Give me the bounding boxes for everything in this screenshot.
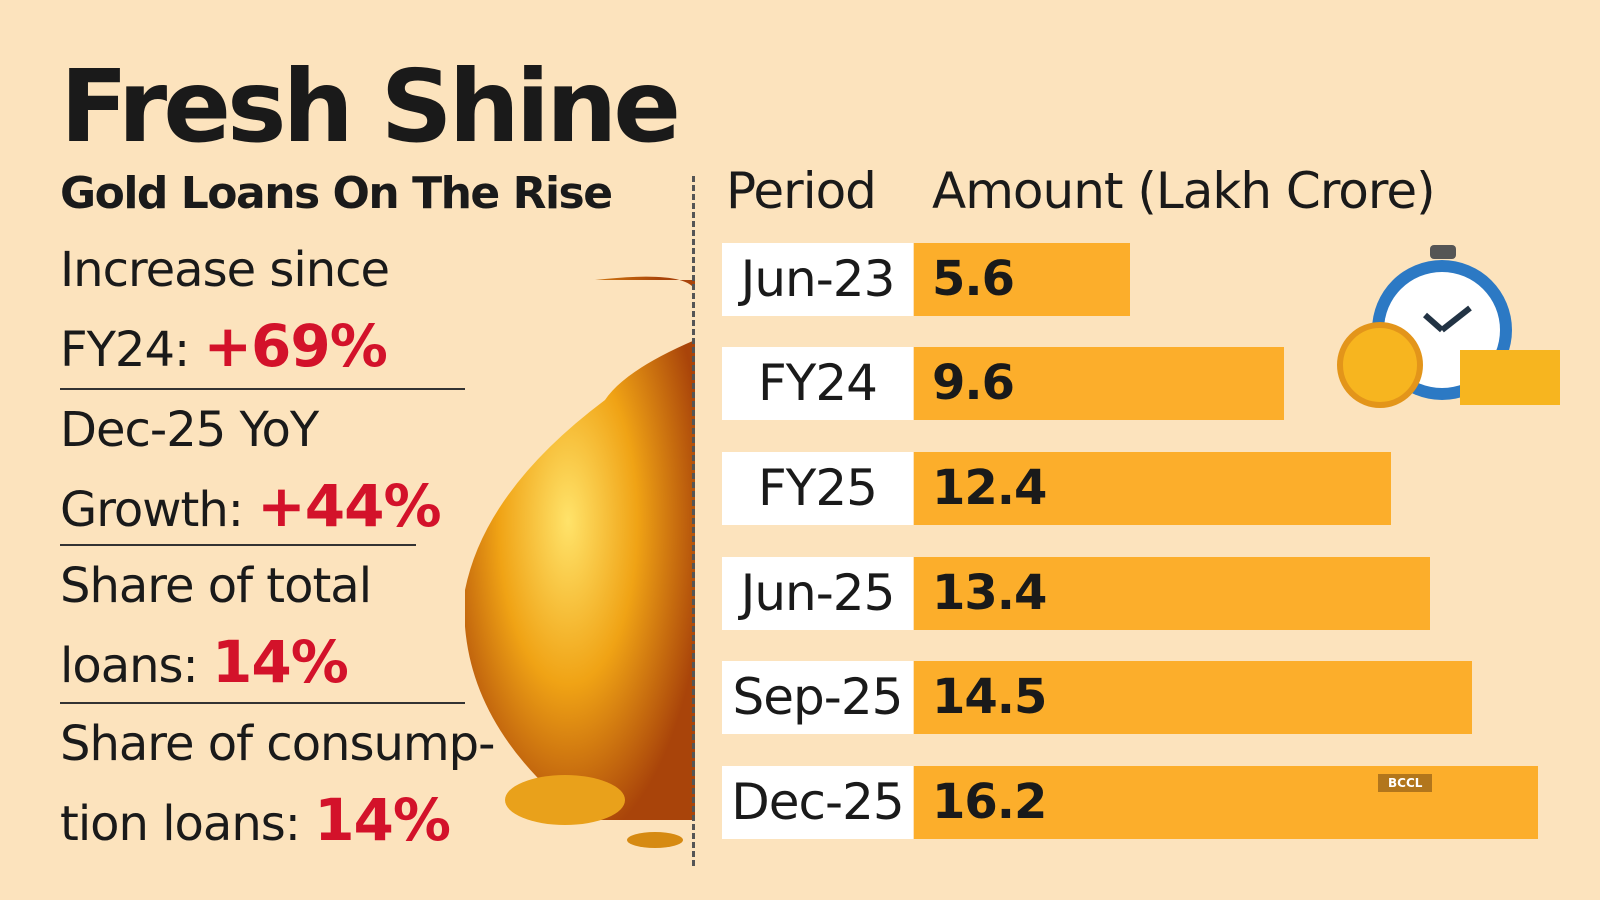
bar-Jun-23 xyxy=(914,243,1130,316)
category-label: Dec-25 xyxy=(722,766,913,839)
category-label: FY25 xyxy=(722,452,913,525)
subtitle: Gold Loans On The Rise xyxy=(60,168,613,219)
data-label: 12.4 xyxy=(932,460,1047,516)
divider xyxy=(60,702,465,704)
stopwatch-coins-icon xyxy=(1337,245,1560,408)
stat-label: Increase since xyxy=(60,242,390,298)
data-label: 9.6 xyxy=(932,355,1015,411)
category-label: FY24 xyxy=(722,347,913,420)
stat-label: Share of consump- xyxy=(60,716,495,772)
data-label: 16.2 xyxy=(932,774,1047,830)
dashed-divider xyxy=(692,176,696,866)
stat-value: 14% xyxy=(211,628,349,696)
stat-label: loans: xyxy=(60,638,212,694)
credit-badge: BCCL xyxy=(1378,774,1433,792)
category-label: Jun-25 xyxy=(722,557,913,630)
stat-share-consumption: Share of consump-tion loans: 14% xyxy=(60,706,495,862)
stat-share-total: Share of total loans: 14% xyxy=(60,548,372,704)
stat-label: Dec-25 YoY xyxy=(60,402,319,458)
stat-increase: Increase since FY24: +69% xyxy=(60,232,390,388)
bar-Dec-25 xyxy=(914,766,1538,839)
category-label: Sep-25 xyxy=(722,661,913,734)
stat-label: Growth: xyxy=(60,482,258,538)
divider xyxy=(60,388,465,390)
category-label: Jun-23 xyxy=(722,243,913,316)
gold-pot-illustration xyxy=(465,276,695,848)
stat-label: FY24: xyxy=(60,322,204,378)
data-label: 5.6 xyxy=(932,251,1015,307)
stat-value: 14% xyxy=(314,786,451,854)
stat-value: +69% xyxy=(203,312,387,380)
stat-yoy: Dec-25 YoY Growth: +44% xyxy=(60,392,442,548)
header-period: Period xyxy=(726,162,877,220)
stat-label: Share of total xyxy=(60,558,372,614)
bar-Sep-25 xyxy=(914,661,1473,734)
bar-FY24 xyxy=(914,347,1284,420)
data-label: 14.5 xyxy=(932,669,1047,725)
stat-label: tion loans: xyxy=(60,796,315,852)
page-title: Fresh Shine xyxy=(60,48,681,165)
divider xyxy=(60,544,416,546)
header-amount: Amount (Lakh Crore) xyxy=(932,162,1436,220)
data-label: 13.4 xyxy=(932,565,1047,621)
bar-Jun-25 xyxy=(914,557,1430,630)
bar-FY25 xyxy=(914,452,1392,525)
stat-value: +44% xyxy=(257,472,441,540)
